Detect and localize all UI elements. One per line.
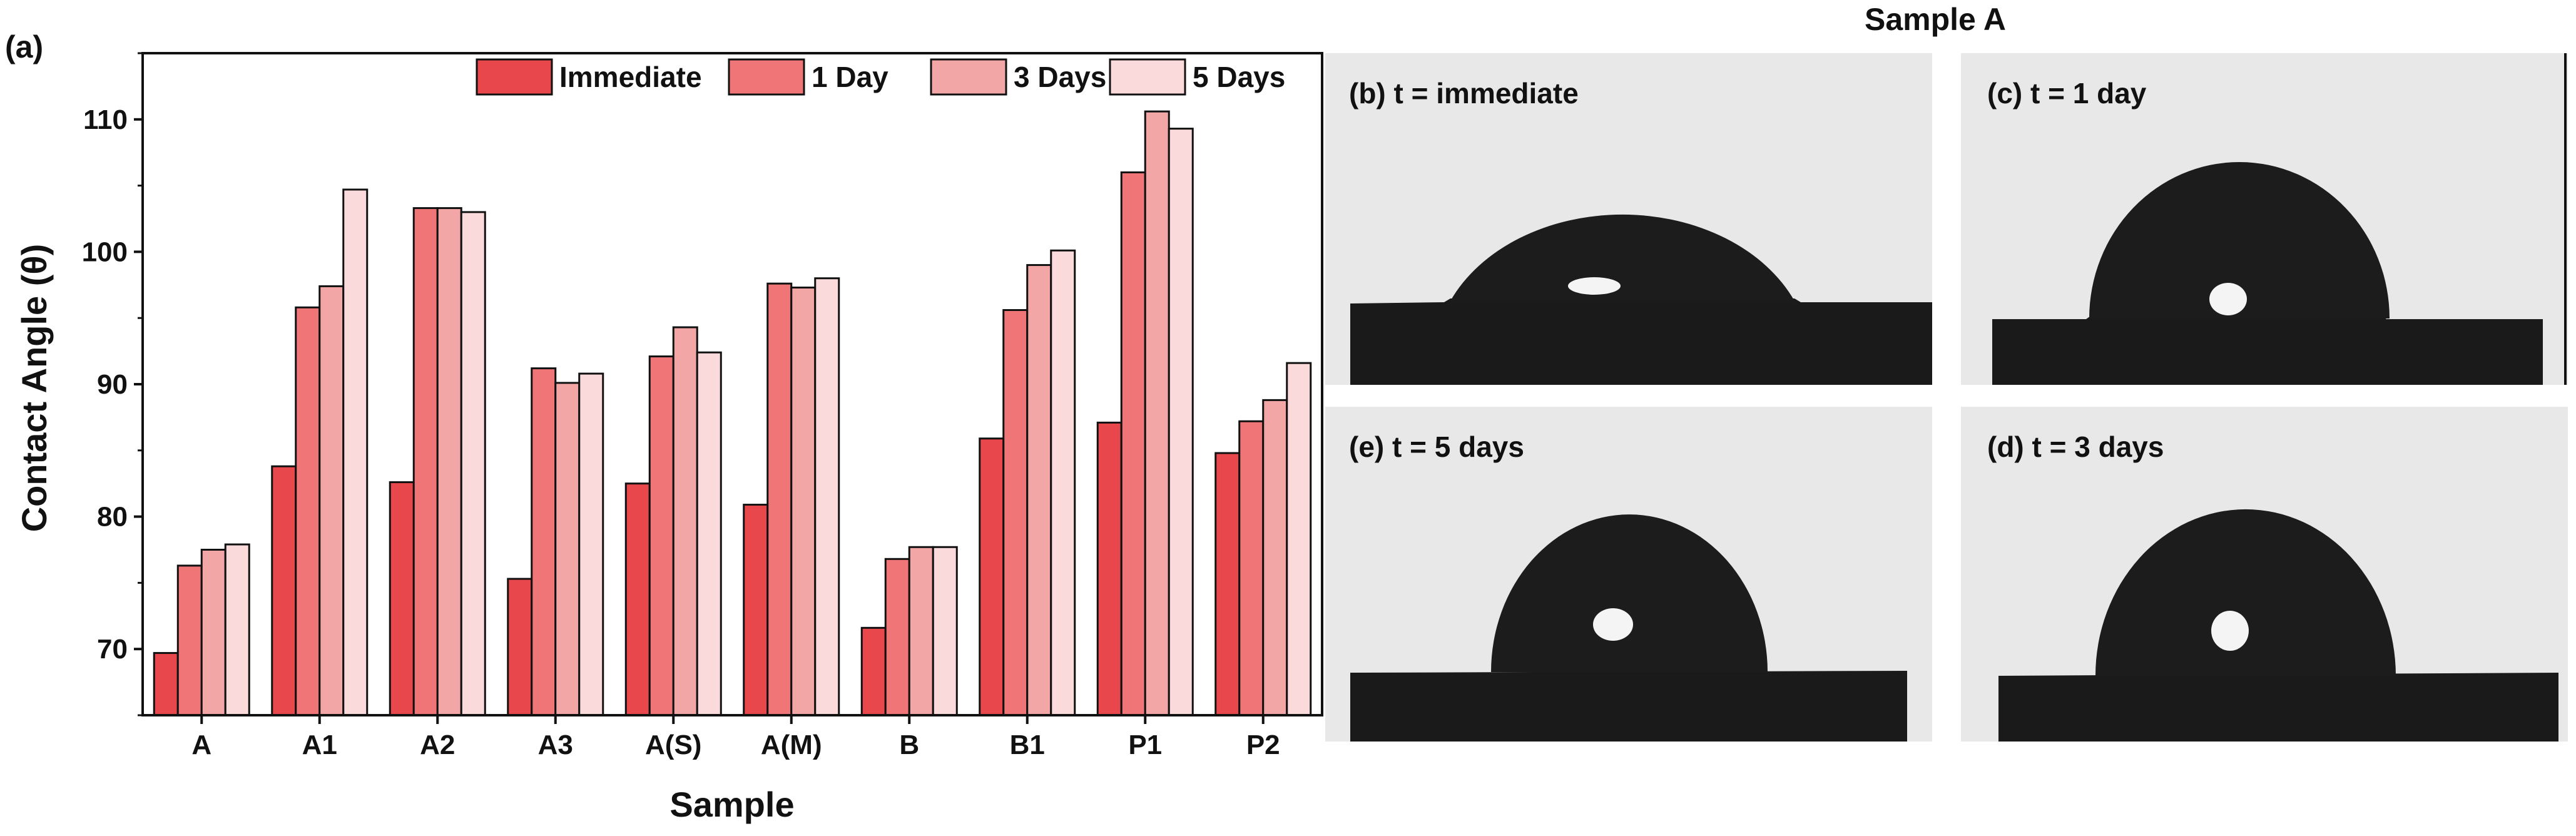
bar-A-1-day bbox=[176, 564, 203, 716]
bar-A-immediate bbox=[153, 652, 179, 716]
bar-A(S)-immediate bbox=[624, 482, 651, 716]
droplet-highlight bbox=[2209, 283, 2247, 315]
legend-label: 5 Days bbox=[1193, 61, 1285, 93]
bar-A(M)-5-days bbox=[814, 277, 840, 716]
y-tick-label: 110 bbox=[83, 104, 128, 135]
bar-P2-5-days bbox=[1286, 362, 1312, 716]
bar-A1-1-day bbox=[295, 306, 321, 716]
bars-group bbox=[153, 110, 1312, 716]
bar-A(S)-5-days bbox=[696, 351, 722, 716]
photo-panel-heading: Sample A bbox=[1865, 2, 2006, 37]
x-tick-label: P2 bbox=[1246, 730, 1280, 760]
droplet-highlight bbox=[1568, 277, 1621, 295]
x-axis-ticks: A A1 A2 A3 A(S) A(M) B B1 P1 P2 bbox=[191, 715, 1280, 760]
x-tick-label: A(S) bbox=[645, 730, 701, 760]
legend-label: 3 Days bbox=[1014, 61, 1106, 93]
y-tick-label: 100 bbox=[82, 237, 128, 267]
x-axis-label: Sample bbox=[669, 785, 794, 824]
photo-label-b: (b) t = immediate bbox=[1349, 77, 1579, 110]
bar-P2-1-day bbox=[1238, 420, 1265, 716]
bar-A3-immediate bbox=[507, 578, 533, 716]
substrate bbox=[1350, 671, 1907, 742]
photo-panel-d: (d) t = 3 days bbox=[1961, 407, 2568, 742]
droplet-highlight bbox=[1593, 608, 1633, 641]
droplet bbox=[1450, 214, 1795, 301]
legend-label: 1 Day bbox=[812, 61, 888, 93]
photo-panel-c: (c) t = 1 day bbox=[1961, 53, 2568, 385]
x-tick-label: B1 bbox=[1010, 730, 1045, 760]
photo-label-c: (c) t = 1 day bbox=[1987, 77, 2147, 110]
y-tick-label: 70 bbox=[97, 634, 128, 665]
bar-A(S)-3-days bbox=[672, 326, 698, 716]
y-tick-label: 90 bbox=[97, 369, 128, 400]
bar-A3-5-days bbox=[578, 372, 604, 716]
legend-label: Immediate bbox=[559, 61, 702, 93]
droplet-highlight bbox=[2211, 611, 2249, 651]
bar-A(M)-1-day bbox=[766, 282, 793, 716]
bar-P2-immediate bbox=[1214, 452, 1241, 716]
bar-chart: 70 80 90 100 110 A A1 A2 A3 A(S) A(M) B B1 P1 P2 Cont… bbox=[14, 52, 1323, 824]
substrate bbox=[1350, 298, 1932, 385]
x-tick-label: B bbox=[899, 730, 919, 760]
droplet bbox=[2095, 509, 2396, 676]
substrate bbox=[1992, 315, 2543, 385]
y-axis-ticks: 70 80 90 100 110 bbox=[82, 52, 143, 716]
panel-a-label: (a) bbox=[5, 29, 43, 64]
legend: Immediate 1 Day 3 Days 5 Days bbox=[476, 58, 1285, 96]
legend-swatch bbox=[930, 58, 1007, 96]
y-tick-label: 80 bbox=[97, 502, 128, 533]
bar-A(M)-immediate bbox=[743, 504, 769, 716]
bar-P1-5-days bbox=[1168, 128, 1194, 716]
bar-B-immediate bbox=[860, 626, 887, 716]
bar-A1-5-days bbox=[342, 188, 369, 716]
bar-B1-5-days bbox=[1050, 249, 1076, 716]
bar-P2-3-days bbox=[1262, 399, 1288, 716]
bar-B-1-day bbox=[884, 558, 910, 716]
x-tick-label: A1 bbox=[302, 730, 337, 760]
bar-A2-immediate bbox=[389, 481, 415, 716]
droplet bbox=[2089, 162, 2390, 319]
bar-A3-1-day bbox=[531, 367, 557, 716]
bar-A2-3-days bbox=[436, 207, 462, 716]
bar-A1-immediate bbox=[271, 465, 297, 716]
bar-A3-3-days bbox=[554, 382, 581, 716]
bar-P1-1-day bbox=[1120, 171, 1146, 716]
bar-A2-5-days bbox=[460, 211, 486, 716]
x-tick-label: P1 bbox=[1128, 730, 1162, 760]
photo-panel-b: (b) t = immediate bbox=[1325, 53, 1932, 385]
y-axis-label: Contact Angle (θ) bbox=[14, 244, 54, 533]
bar-A-3-days bbox=[200, 549, 227, 716]
bar-P1-immediate bbox=[1096, 421, 1123, 716]
droplet bbox=[1491, 514, 1768, 672]
x-tick-label: A bbox=[191, 730, 211, 760]
photo-label-d: (d) t = 3 days bbox=[1987, 431, 2164, 463]
legend-swatch bbox=[728, 58, 805, 96]
photo-panel-e: (e) t = 5 days bbox=[1325, 407, 1932, 742]
bar-P1-3-days bbox=[1144, 110, 1170, 716]
bar-A(S)-1-day bbox=[648, 355, 675, 716]
bar-B1-3-days bbox=[1026, 264, 1052, 716]
bar-A(M)-3-days bbox=[790, 287, 817, 716]
photo-label-e: (e) t = 5 days bbox=[1349, 431, 1524, 463]
bar-B1-immediate bbox=[979, 437, 1005, 716]
x-tick-label: A3 bbox=[538, 730, 573, 760]
bar-B1-1-day bbox=[1002, 309, 1029, 716]
bar-A2-1-day bbox=[412, 207, 439, 716]
legend-swatch bbox=[476, 58, 553, 96]
x-tick-label: A2 bbox=[420, 730, 455, 760]
bar-B-5-days bbox=[932, 546, 958, 716]
legend-swatch bbox=[1109, 58, 1186, 96]
bar-B-3-days bbox=[908, 546, 934, 716]
substrate bbox=[1998, 673, 2558, 742]
bar-A-5-days bbox=[224, 543, 250, 716]
x-tick-label: A(M) bbox=[761, 730, 822, 760]
bar-A1-3-days bbox=[318, 285, 345, 716]
